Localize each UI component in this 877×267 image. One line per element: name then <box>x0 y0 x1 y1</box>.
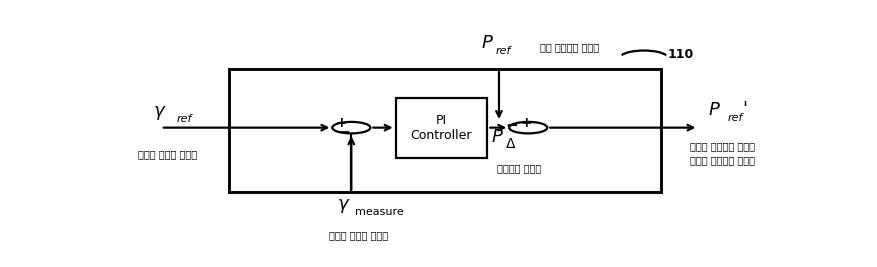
Text: PI
Controller: PI Controller <box>410 114 472 142</box>
Text: γ: γ <box>337 195 347 213</box>
Circle shape <box>509 122 546 134</box>
Text: +: + <box>336 116 347 130</box>
Text: 인버터 소호각 지령치: 인버터 소호각 지령치 <box>138 149 197 159</box>
Text: γ: γ <box>153 102 164 120</box>
Text: ': ' <box>742 100 746 118</box>
Text: 기준 유효전력 지령치: 기준 유효전력 지령치 <box>539 42 598 52</box>
Text: 새로운 유효전력 지령치: 새로운 유효전력 지령치 <box>688 156 754 166</box>
Bar <box>396 98 487 159</box>
Text: ref: ref <box>495 46 510 56</box>
Text: 유효전력 보정치: 유효전력 보정치 <box>496 163 541 173</box>
Text: Δ: Δ <box>505 137 515 151</box>
Text: measure: measure <box>354 207 403 217</box>
Circle shape <box>332 122 370 134</box>
Text: 인버터 소호각 측정값: 인버터 소호각 측정값 <box>328 231 388 241</box>
Text: ref: ref <box>176 115 191 124</box>
Text: ref: ref <box>727 113 742 123</box>
Text: P: P <box>481 34 492 53</box>
Text: 인버터 소호각을 반영한: 인버터 소호각을 반영한 <box>688 141 754 151</box>
Text: P: P <box>708 101 718 119</box>
Text: −: − <box>337 125 350 140</box>
Text: P: P <box>491 128 502 146</box>
Bar <box>229 69 660 193</box>
Text: +: + <box>520 116 531 130</box>
Text: −: − <box>505 118 517 134</box>
Text: 110: 110 <box>667 48 693 61</box>
